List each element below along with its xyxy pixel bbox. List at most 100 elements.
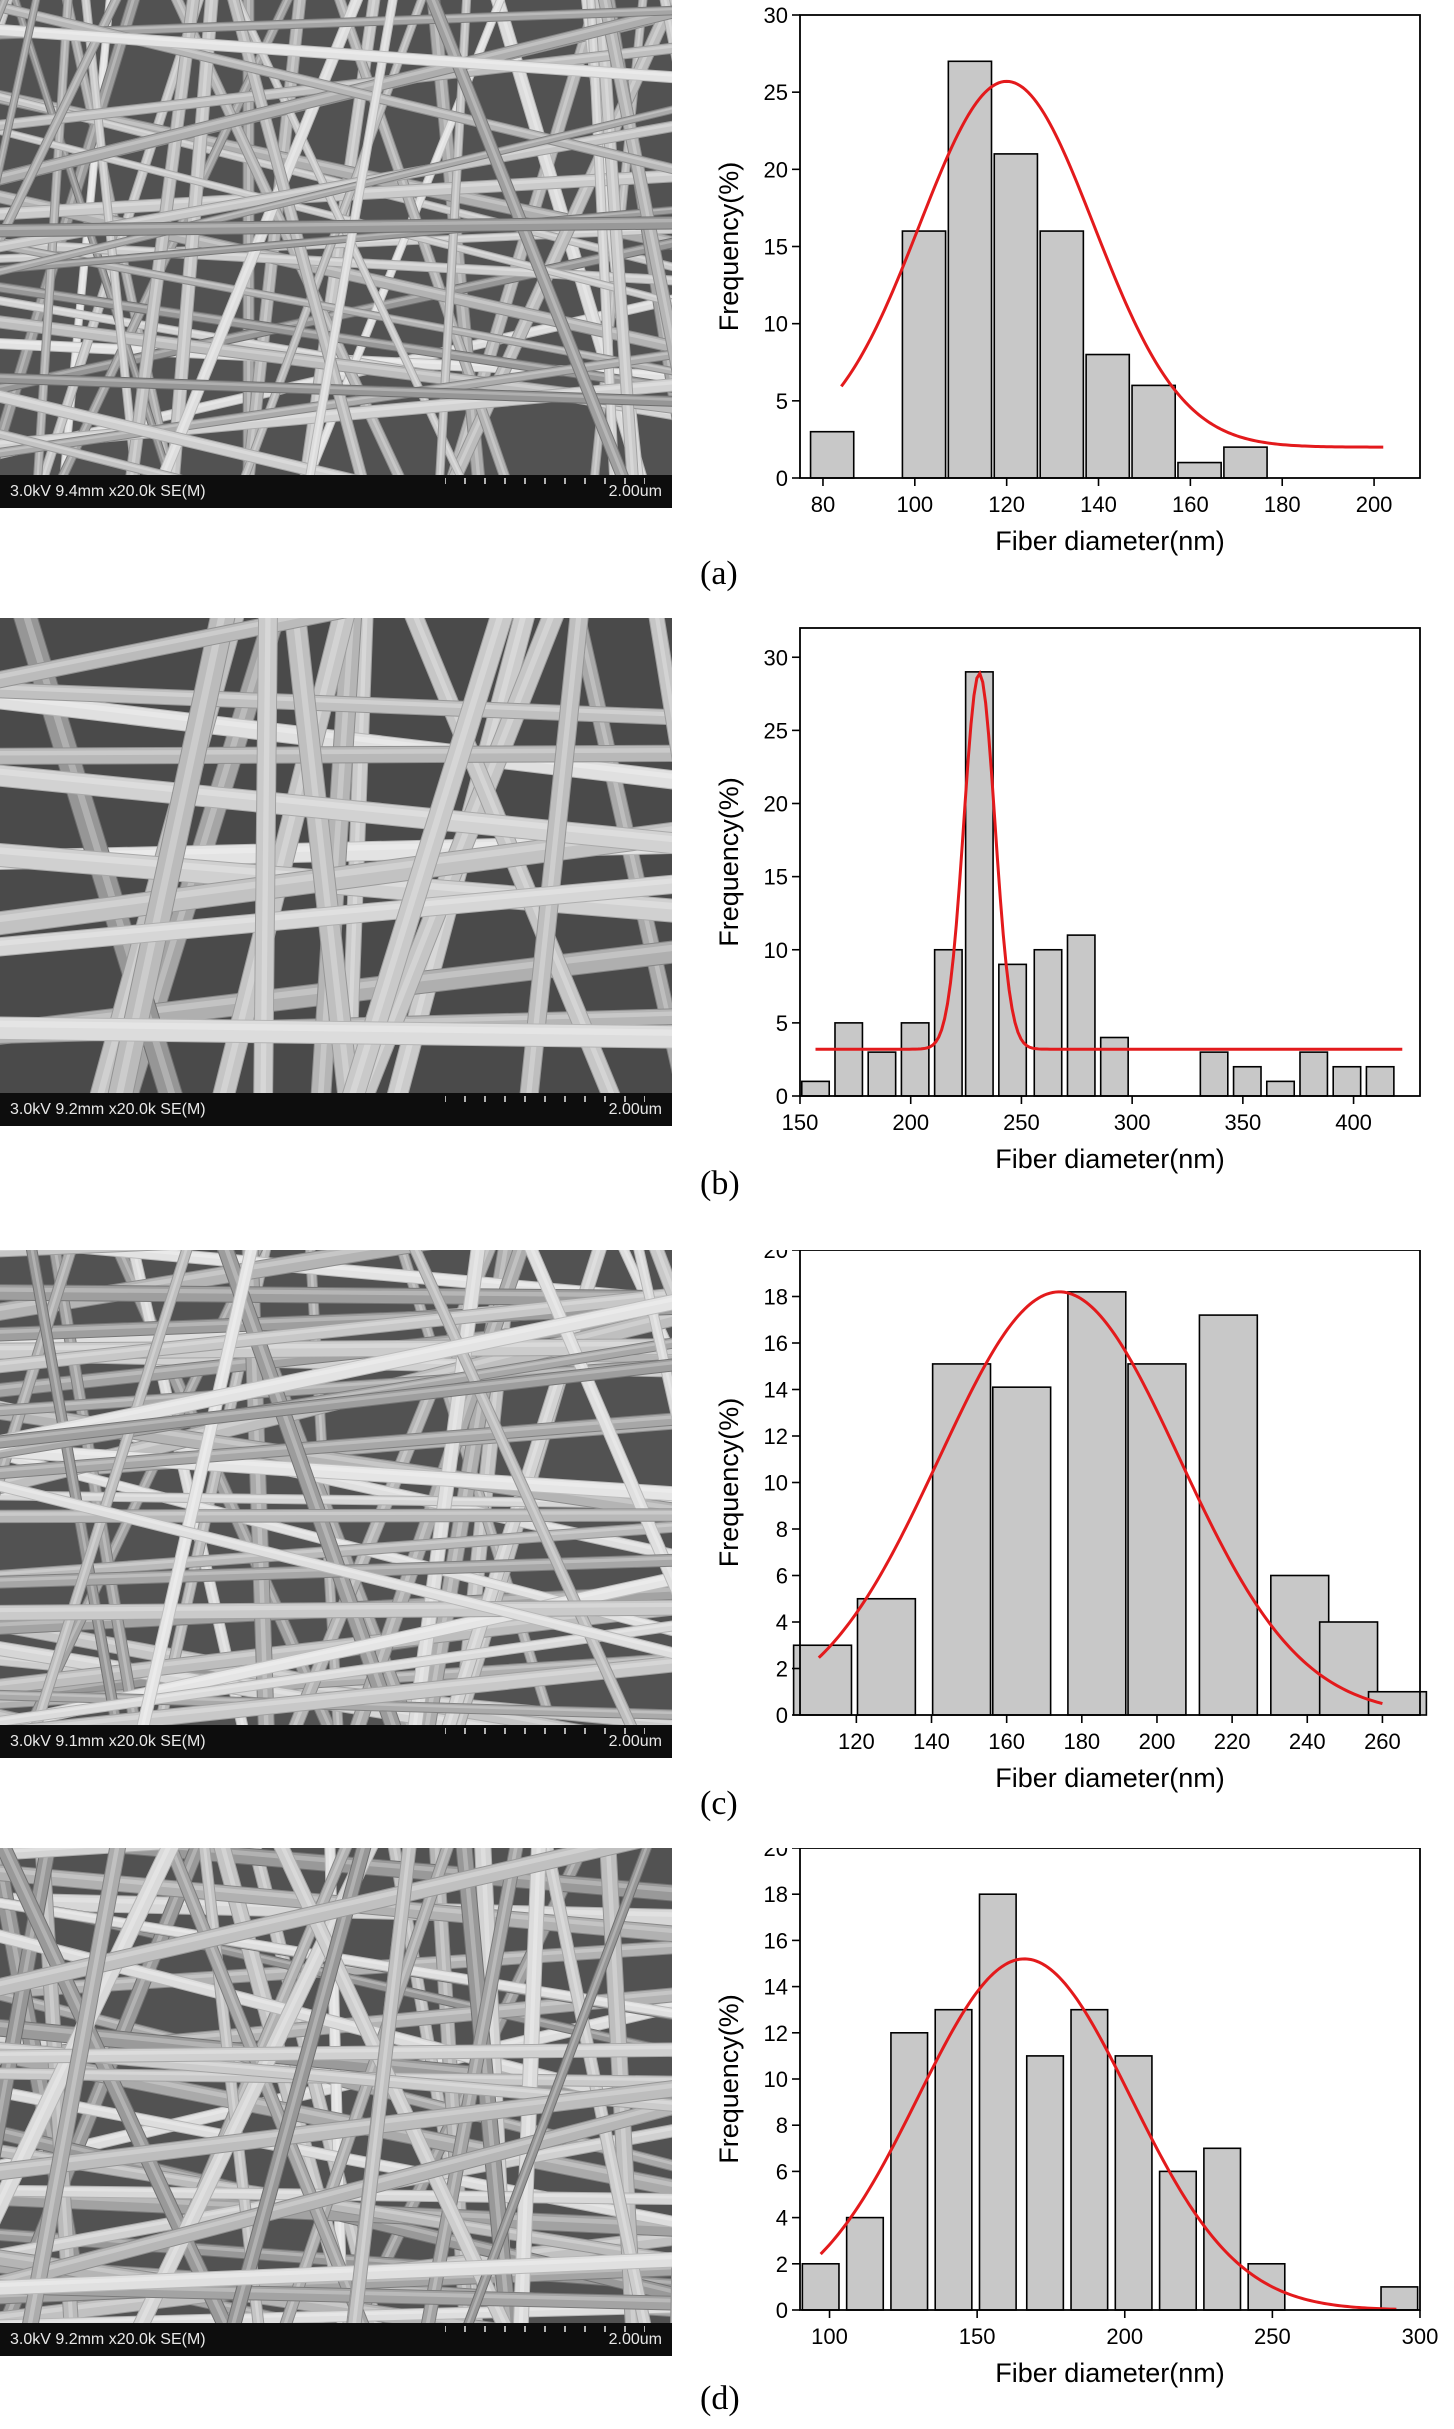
scale-bar-ticks bbox=[445, 2326, 645, 2332]
x-tick-label: 140 bbox=[913, 1729, 950, 1754]
histogram-chart: 120 140 160 180 200 220 240 260 0 2 4 6 8 10 12 14 16 18 2… bbox=[690, 1238, 1454, 1810]
x-tick-label: 300 bbox=[1402, 2324, 1439, 2349]
histogram-bar bbox=[933, 948, 963, 1097]
x-tick-label: 200 bbox=[1356, 492, 1393, 517]
histogram-bar bbox=[901, 230, 947, 479]
sem-info-bar: 3.0kV 9.2mm x20.0k SE(M) 2.00um bbox=[0, 2323, 672, 2356]
histogram-bar bbox=[998, 963, 1028, 1097]
y-axis-label: Frequency(%) bbox=[714, 1994, 744, 2164]
x-tick-label: 200 bbox=[1139, 1729, 1176, 1754]
y-tick-label: 30 bbox=[764, 645, 788, 670]
histogram-chart: 100 150 200 250 300 0 2 4 6 8 10 12 14 16 18 20 Fiber di… bbox=[690, 1836, 1454, 2408]
scale-bar-ticks bbox=[445, 1728, 645, 1734]
y-tick-label: 18 bbox=[764, 1285, 788, 1310]
y-tick-label: 10 bbox=[764, 938, 788, 963]
histogram-bar bbox=[1127, 1363, 1187, 1716]
histogram-bar bbox=[800, 1080, 831, 1097]
sem-micrograph: 3.0kV 9.4mm x20.0k SE(M) 2.00um bbox=[0, 0, 672, 508]
histogram-bar bbox=[890, 2032, 929, 2311]
histogram-bar bbox=[845, 2216, 885, 2311]
sem-acquisition-info: 3.0kV 9.2mm x20.0k SE(M) bbox=[10, 1101, 206, 1118]
x-tick-label: 100 bbox=[811, 2324, 848, 2349]
histogram-bar bbox=[856, 1597, 917, 1716]
histogram-bar bbox=[834, 1022, 864, 1097]
x-tick-label: 100 bbox=[896, 492, 933, 517]
nanofiber-texture bbox=[0, 0, 672, 475]
x-tick-label: 120 bbox=[988, 492, 1025, 517]
y-axis-label: Frequency(%) bbox=[714, 162, 744, 332]
gaussian-fit-curve bbox=[840, 79, 1384, 449]
x-tick-label: 240 bbox=[1289, 1729, 1326, 1754]
x-axis-label: Fiber diameter(nm) bbox=[995, 1144, 1225, 1174]
histogram-bar bbox=[978, 1893, 1017, 2311]
sem-acquisition-info: 3.0kV 9.1mm x20.0k SE(M) bbox=[10, 1733, 206, 1750]
y-tick-label: 15 bbox=[764, 235, 788, 260]
y-tick-label: 12 bbox=[764, 2021, 788, 2046]
y-tick-label: 14 bbox=[764, 1378, 788, 1403]
y-tick-label: 12 bbox=[764, 1424, 788, 1449]
x-tick-label: 80 bbox=[811, 492, 835, 517]
histogram-bar bbox=[993, 153, 1039, 479]
histogram-bar bbox=[1365, 1065, 1395, 1097]
y-tick-label: 5 bbox=[776, 1011, 788, 1036]
plot-frame bbox=[799, 627, 1421, 1097]
x-tick-label: 180 bbox=[1264, 492, 1301, 517]
y-tick-label: 4 bbox=[776, 2206, 788, 2231]
y-tick-label: 8 bbox=[776, 2113, 788, 2138]
y-tick-label: 2 bbox=[776, 1657, 788, 1682]
x-tick-label: 120 bbox=[838, 1729, 875, 1754]
y-tick-label: 10 bbox=[764, 2067, 788, 2092]
y-tick-label: 2 bbox=[776, 2252, 788, 2277]
y-tick-label: 0 bbox=[776, 466, 788, 491]
sem-micrograph: 3.0kV 9.2mm x20.0k SE(M) 2.00um bbox=[0, 618, 672, 1126]
histogram-bar bbox=[1131, 384, 1177, 479]
y-tick-label: 14 bbox=[764, 1975, 788, 2000]
x-tick-label: 160 bbox=[988, 1729, 1025, 1754]
y-tick-label: 20 bbox=[764, 792, 788, 817]
sem-scale-label: 2.00um bbox=[608, 483, 662, 500]
histogram-bar bbox=[1070, 2008, 1109, 2311]
x-tick-label: 250 bbox=[1003, 1110, 1040, 1135]
histogram-bar bbox=[1033, 948, 1063, 1097]
histogram-bar bbox=[1203, 2147, 1242, 2311]
y-axis-label: Frequency(%) bbox=[714, 777, 744, 947]
histogram-bar bbox=[1085, 353, 1131, 479]
x-tick-label: 300 bbox=[1114, 1110, 1151, 1135]
x-tick-label: 140 bbox=[1080, 492, 1117, 517]
histogram-bar bbox=[1247, 2262, 1286, 2311]
x-tick-label: 200 bbox=[1106, 2324, 1143, 2349]
histogram-bar bbox=[947, 60, 993, 479]
y-tick-label: 6 bbox=[776, 1564, 788, 1589]
x-axis-label: Fiber diameter(nm) bbox=[995, 526, 1225, 556]
gaussian-fit-curve bbox=[817, 1290, 1383, 1706]
histogram-bar bbox=[1114, 2055, 1153, 2311]
y-tick-label: 8 bbox=[776, 1517, 788, 1542]
x-tick-label: 350 bbox=[1224, 1110, 1261, 1135]
y-tick-label: 20 bbox=[764, 157, 788, 182]
y-tick-label: 0 bbox=[776, 1084, 788, 1109]
x-tick-label: 250 bbox=[1254, 2324, 1291, 2349]
sem-info-bar: 3.0kV 9.4mm x20.0k SE(M) 2.00um bbox=[0, 475, 672, 508]
histogram-bar bbox=[1232, 1065, 1262, 1097]
histogram-bar bbox=[1067, 1291, 1127, 1716]
histogram-bar bbox=[1158, 2170, 1198, 2311]
histogram-bar bbox=[1199, 1051, 1229, 1097]
y-tick-label: 25 bbox=[764, 80, 788, 105]
histogram-bar bbox=[991, 1386, 1052, 1716]
gaussian-fit-curve bbox=[815, 670, 1403, 1051]
y-tick-label: 4 bbox=[776, 1610, 788, 1635]
sem-micrograph: 3.0kV 9.2mm x20.0k SE(M) 2.00um bbox=[0, 1848, 672, 2356]
y-tick-label: 15 bbox=[764, 865, 788, 890]
y-axis-label: Frequency(%) bbox=[714, 1398, 744, 1568]
sem-acquisition-info: 3.0kV 9.4mm x20.0k SE(M) bbox=[10, 483, 206, 500]
y-tick-label: 6 bbox=[776, 2159, 788, 2184]
sem-scale-label: 2.00um bbox=[608, 1101, 662, 1118]
histogram-bar bbox=[792, 1644, 853, 1716]
histogram-bar bbox=[931, 1363, 992, 1716]
histogram-chart: 150 200 250 300 350 400 0 5 10 15 20 25 30 Fiber diam… bbox=[690, 618, 1454, 1178]
sem-scale-label: 2.00um bbox=[608, 2331, 662, 2348]
histogram-bar bbox=[900, 1022, 930, 1097]
x-tick-label: 200 bbox=[892, 1110, 929, 1135]
nanofiber-texture bbox=[0, 1848, 672, 2323]
panel-label: (a) bbox=[700, 555, 738, 592]
